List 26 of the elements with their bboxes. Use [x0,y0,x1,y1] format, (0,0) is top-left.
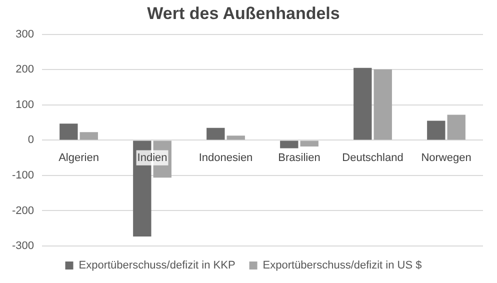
legend-label: Exportüberschuss/defizit in KKP [78,260,236,272]
y-tick-label: -200 [12,204,34,217]
legend-label: Exportüberschuss/defizit in US $ [262,260,422,272]
bar [447,114,466,140]
bar [427,120,446,140]
bar [206,128,225,140]
x-tick-label: Indien [137,152,168,164]
chart-title: Wert des Außenhandels [147,4,340,23]
bar [354,68,372,140]
bar [374,69,392,140]
y-tick-label: 300 [16,28,34,40]
bar [300,140,318,147]
x-tick-label: Brasilien [278,152,320,164]
y-tick-label: -300 [12,240,34,252]
y-tick-label: -100 [12,170,34,182]
x-tick-label: Indonesien [198,152,253,164]
bar [80,132,98,140]
bar [226,136,245,140]
bar [60,124,78,140]
x-tick-label: Deutschland [342,152,404,164]
y-tick-label: 0 [28,134,34,146]
bar [280,140,298,148]
x-tick-label: Norwegen [421,152,472,164]
y-tick-label: 100 [16,98,34,111]
y-tick-label: 200 [16,64,34,76]
x-tick-label: Algerien [58,152,99,164]
